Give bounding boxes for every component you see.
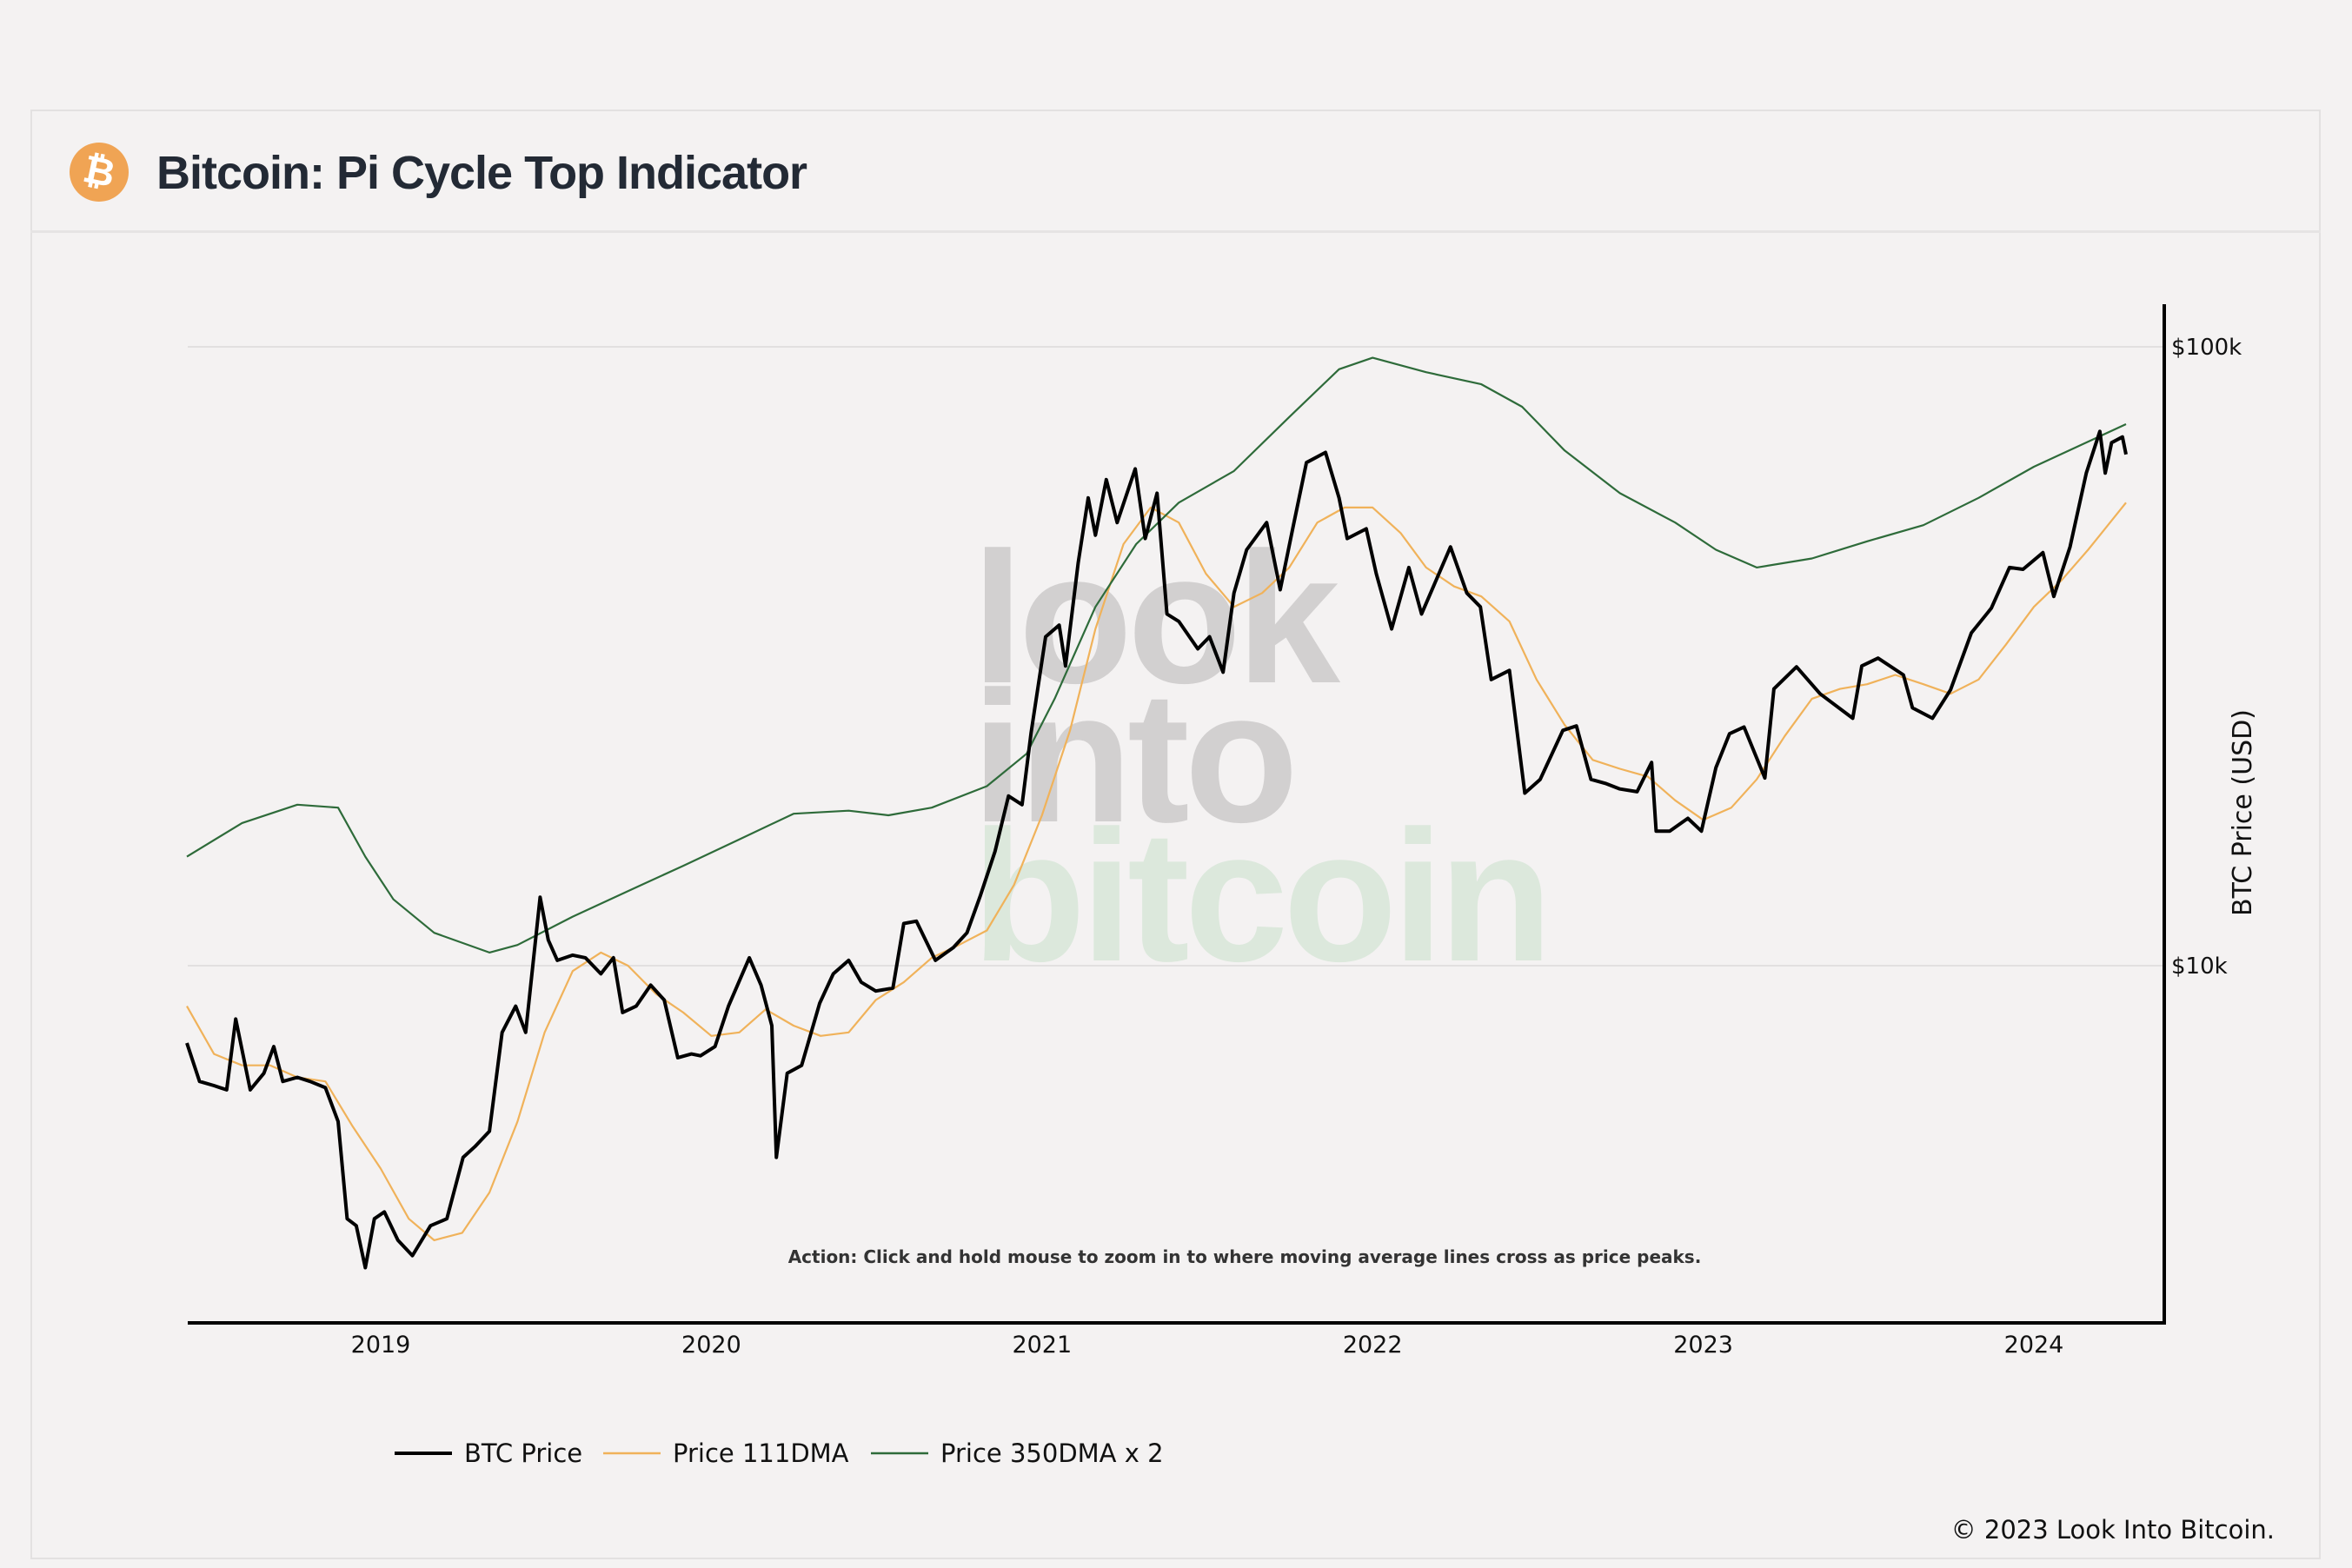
copyright: © 2023 Look Into Bitcoin. xyxy=(1951,1515,2275,1545)
x-tick-label: 2022 xyxy=(1343,1332,1403,1359)
dma111-line xyxy=(186,502,2127,1241)
x-tick-label: 2020 xyxy=(681,1332,741,1359)
watermark-look: look xyxy=(972,513,1340,722)
x-tick-labels: 2019 2020 2021 2022 2023 2024 xyxy=(351,1332,2064,1359)
legend[interactable]: BTC Price Price 111DMA Price 350DMA x 2 xyxy=(395,1438,1164,1468)
legend-item[interactable]: BTC Price xyxy=(395,1438,582,1468)
watermark-bitcoin: bitcoin xyxy=(972,791,1548,1000)
action-hint: Action: Click and hold mouse to zoom in … xyxy=(788,1246,1702,1267)
gridlines xyxy=(188,346,2163,967)
y-tick-labels: $10k $100k xyxy=(2171,335,2242,980)
legend-label: Price 350DMA x 2 xyxy=(940,1438,1164,1468)
y-tick-label: $10k xyxy=(2171,953,2228,980)
y-tick-label: $100k xyxy=(2171,335,2242,361)
legend-label: BTC Price xyxy=(464,1438,582,1468)
y-axis-label: BTC Price (USD) xyxy=(2228,709,2258,916)
chart-card xyxy=(30,110,2321,1559)
btc-price-line xyxy=(185,429,2128,1270)
dma350x2-line xyxy=(186,356,2127,953)
x-tick-label: 2023 xyxy=(1673,1332,1733,1359)
page-title: Bitcoin: Pi Cycle Top Indicator xyxy=(156,147,807,199)
legend-item[interactable]: Price 350DMA x 2 xyxy=(871,1438,1164,1468)
watermark-into: into xyxy=(972,652,1293,861)
legend-item[interactable]: Price 111DMA xyxy=(603,1438,849,1468)
series-lines xyxy=(185,356,2128,1270)
card-header xyxy=(30,110,2321,233)
x-tick-label: 2019 xyxy=(351,1332,411,1359)
x-tick-label: 2024 xyxy=(2004,1332,2064,1359)
watermark: look into bitcoin xyxy=(972,513,1553,1000)
legend-label: Price 111DMA xyxy=(673,1438,849,1468)
x-tick-label: 2021 xyxy=(1012,1332,1072,1359)
